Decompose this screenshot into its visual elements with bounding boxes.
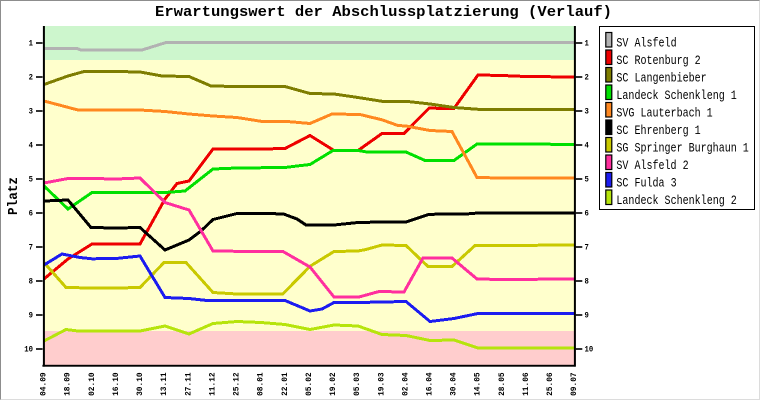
svg-text:5: 5	[29, 175, 34, 184]
svg-text:Platz: Platz	[6, 177, 22, 215]
svg-text:05.03: 05.03	[353, 372, 362, 396]
svg-text:SC Rotenburg 2: SC Rotenburg 2	[616, 53, 700, 68]
svg-text:SG Springer Burghaun 1: SG Springer Burghaun 1	[616, 140, 749, 155]
svg-text:25.12: 25.12	[233, 372, 242, 396]
svg-text:SV Alsfeld 2: SV Alsfeld 2	[616, 158, 688, 173]
svg-text:SC Fulda 3: SC Fulda 3	[616, 175, 676, 190]
svg-text:05.02: 05.02	[305, 372, 314, 396]
svg-text:4: 4	[585, 141, 590, 150]
svg-text:9: 9	[29, 311, 34, 320]
svg-text:SVG Lauterbach 1: SVG Lauterbach 1	[616, 105, 712, 120]
svg-text:02.04: 02.04	[401, 372, 410, 396]
svg-text:11.06: 11.06	[522, 372, 531, 396]
svg-text:14.05: 14.05	[474, 372, 483, 396]
svg-text:18.09: 18.09	[64, 372, 73, 396]
svg-text:19.02: 19.02	[329, 372, 338, 396]
svg-text:3: 3	[585, 107, 590, 116]
svg-text:2: 2	[29, 73, 34, 82]
svg-text:27.11: 27.11	[184, 372, 193, 396]
svg-text:5: 5	[585, 175, 590, 184]
svg-text:25.06: 25.06	[546, 372, 555, 396]
svg-text:08.01: 08.01	[257, 372, 266, 396]
svg-text:28.05: 28.05	[498, 372, 507, 396]
svg-text:04.09: 04.09	[40, 372, 49, 396]
svg-text:6: 6	[29, 209, 34, 218]
svg-text:Landeck Schenkleng 2: Landeck Schenkleng 2	[616, 193, 736, 208]
svg-text:SV Alsfeld: SV Alsfeld	[616, 35, 676, 50]
svg-text:Landeck Schenkleng 1: Landeck Schenkleng 1	[616, 88, 737, 103]
svg-text:9: 9	[585, 311, 590, 320]
svg-text:SC Langenbieber: SC Langenbieber	[616, 70, 706, 85]
svg-text:09.07: 09.07	[570, 372, 579, 396]
svg-text:30.04: 30.04	[450, 372, 459, 396]
svg-text:16.10: 16.10	[112, 372, 121, 396]
svg-text:Erwartungswert der Abschlusspl: Erwartungswert der Abschlussplatzierung …	[155, 4, 612, 21]
svg-text:19.03: 19.03	[377, 372, 386, 396]
svg-text:6: 6	[585, 209, 590, 218]
svg-text:30.10: 30.10	[136, 372, 145, 396]
svg-text:16.04: 16.04	[426, 372, 435, 396]
svg-text:7: 7	[585, 243, 590, 252]
svg-text:13.11: 13.11	[160, 372, 169, 396]
svg-text:1: 1	[29, 39, 34, 48]
svg-text:4: 4	[29, 141, 34, 150]
svg-text:10: 10	[585, 345, 594, 354]
svg-text:8: 8	[585, 277, 590, 286]
svg-text:3: 3	[29, 107, 34, 116]
svg-text:2: 2	[585, 73, 590, 82]
svg-text:8: 8	[29, 277, 34, 286]
svg-text:1: 1	[585, 39, 590, 48]
svg-text:02.10: 02.10	[88, 372, 97, 396]
svg-text:SC Ehrenberg 1: SC Ehrenberg 1	[616, 123, 700, 138]
svg-text:11.12: 11.12	[208, 372, 217, 396]
svg-text:10: 10	[24, 345, 33, 354]
svg-text:7: 7	[29, 243, 34, 252]
svg-text:22.01: 22.01	[281, 372, 290, 396]
